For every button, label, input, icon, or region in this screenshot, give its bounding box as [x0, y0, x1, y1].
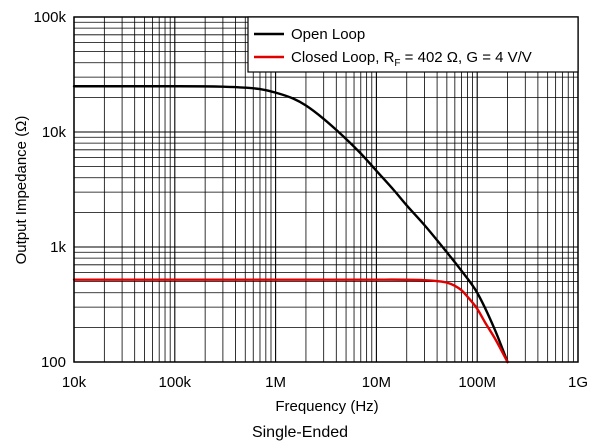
series-line-closed-loop — [72, 278, 509, 364]
legend-closed-suffix: = 402 Ω, G = 4 V/V — [401, 49, 532, 66]
series-layer — [72, 85, 509, 364]
y-tick-label: 100 — [41, 354, 66, 371]
y-tick-label: 10k — [42, 124, 67, 141]
x-tick-label: 1G — [568, 374, 588, 391]
legend-closed-prefix: Closed Loop, R — [291, 49, 395, 66]
legend-label-open-loop: Open Loop — [291, 26, 365, 43]
x-tick-label: 10M — [362, 374, 391, 391]
series-line-open-loop — [72, 85, 509, 364]
minor-grid — [74, 17, 578, 362]
legend-label-closed-loop: Closed Loop, RF = 402 Ω, G = 4 V/V — [291, 49, 532, 69]
x-axis-label: Frequency (Hz) — [275, 398, 378, 415]
x-tick-label: 100M — [458, 374, 496, 391]
tick-labels: 10k 100k 1M 10M 100M 1G 100 1k 10k 100k — [33, 9, 588, 391]
legend: Open Loop Closed Loop, RF = 402 Ω, G = 4… — [247, 16, 579, 73]
x-tick-label: 1M — [265, 374, 286, 391]
y-tick-label: 100k — [33, 9, 66, 26]
y-tick-label: 1k — [50, 239, 66, 256]
x-tick-label: 10k — [62, 374, 87, 391]
legend-box — [247, 16, 579, 73]
chart-caption: Single-Ended — [251, 424, 349, 441]
legend-closed-subscript: F — [394, 58, 400, 69]
y-axis-label: Output Impedance (Ω) — [13, 116, 30, 265]
x-tick-label: 100k — [159, 374, 192, 391]
